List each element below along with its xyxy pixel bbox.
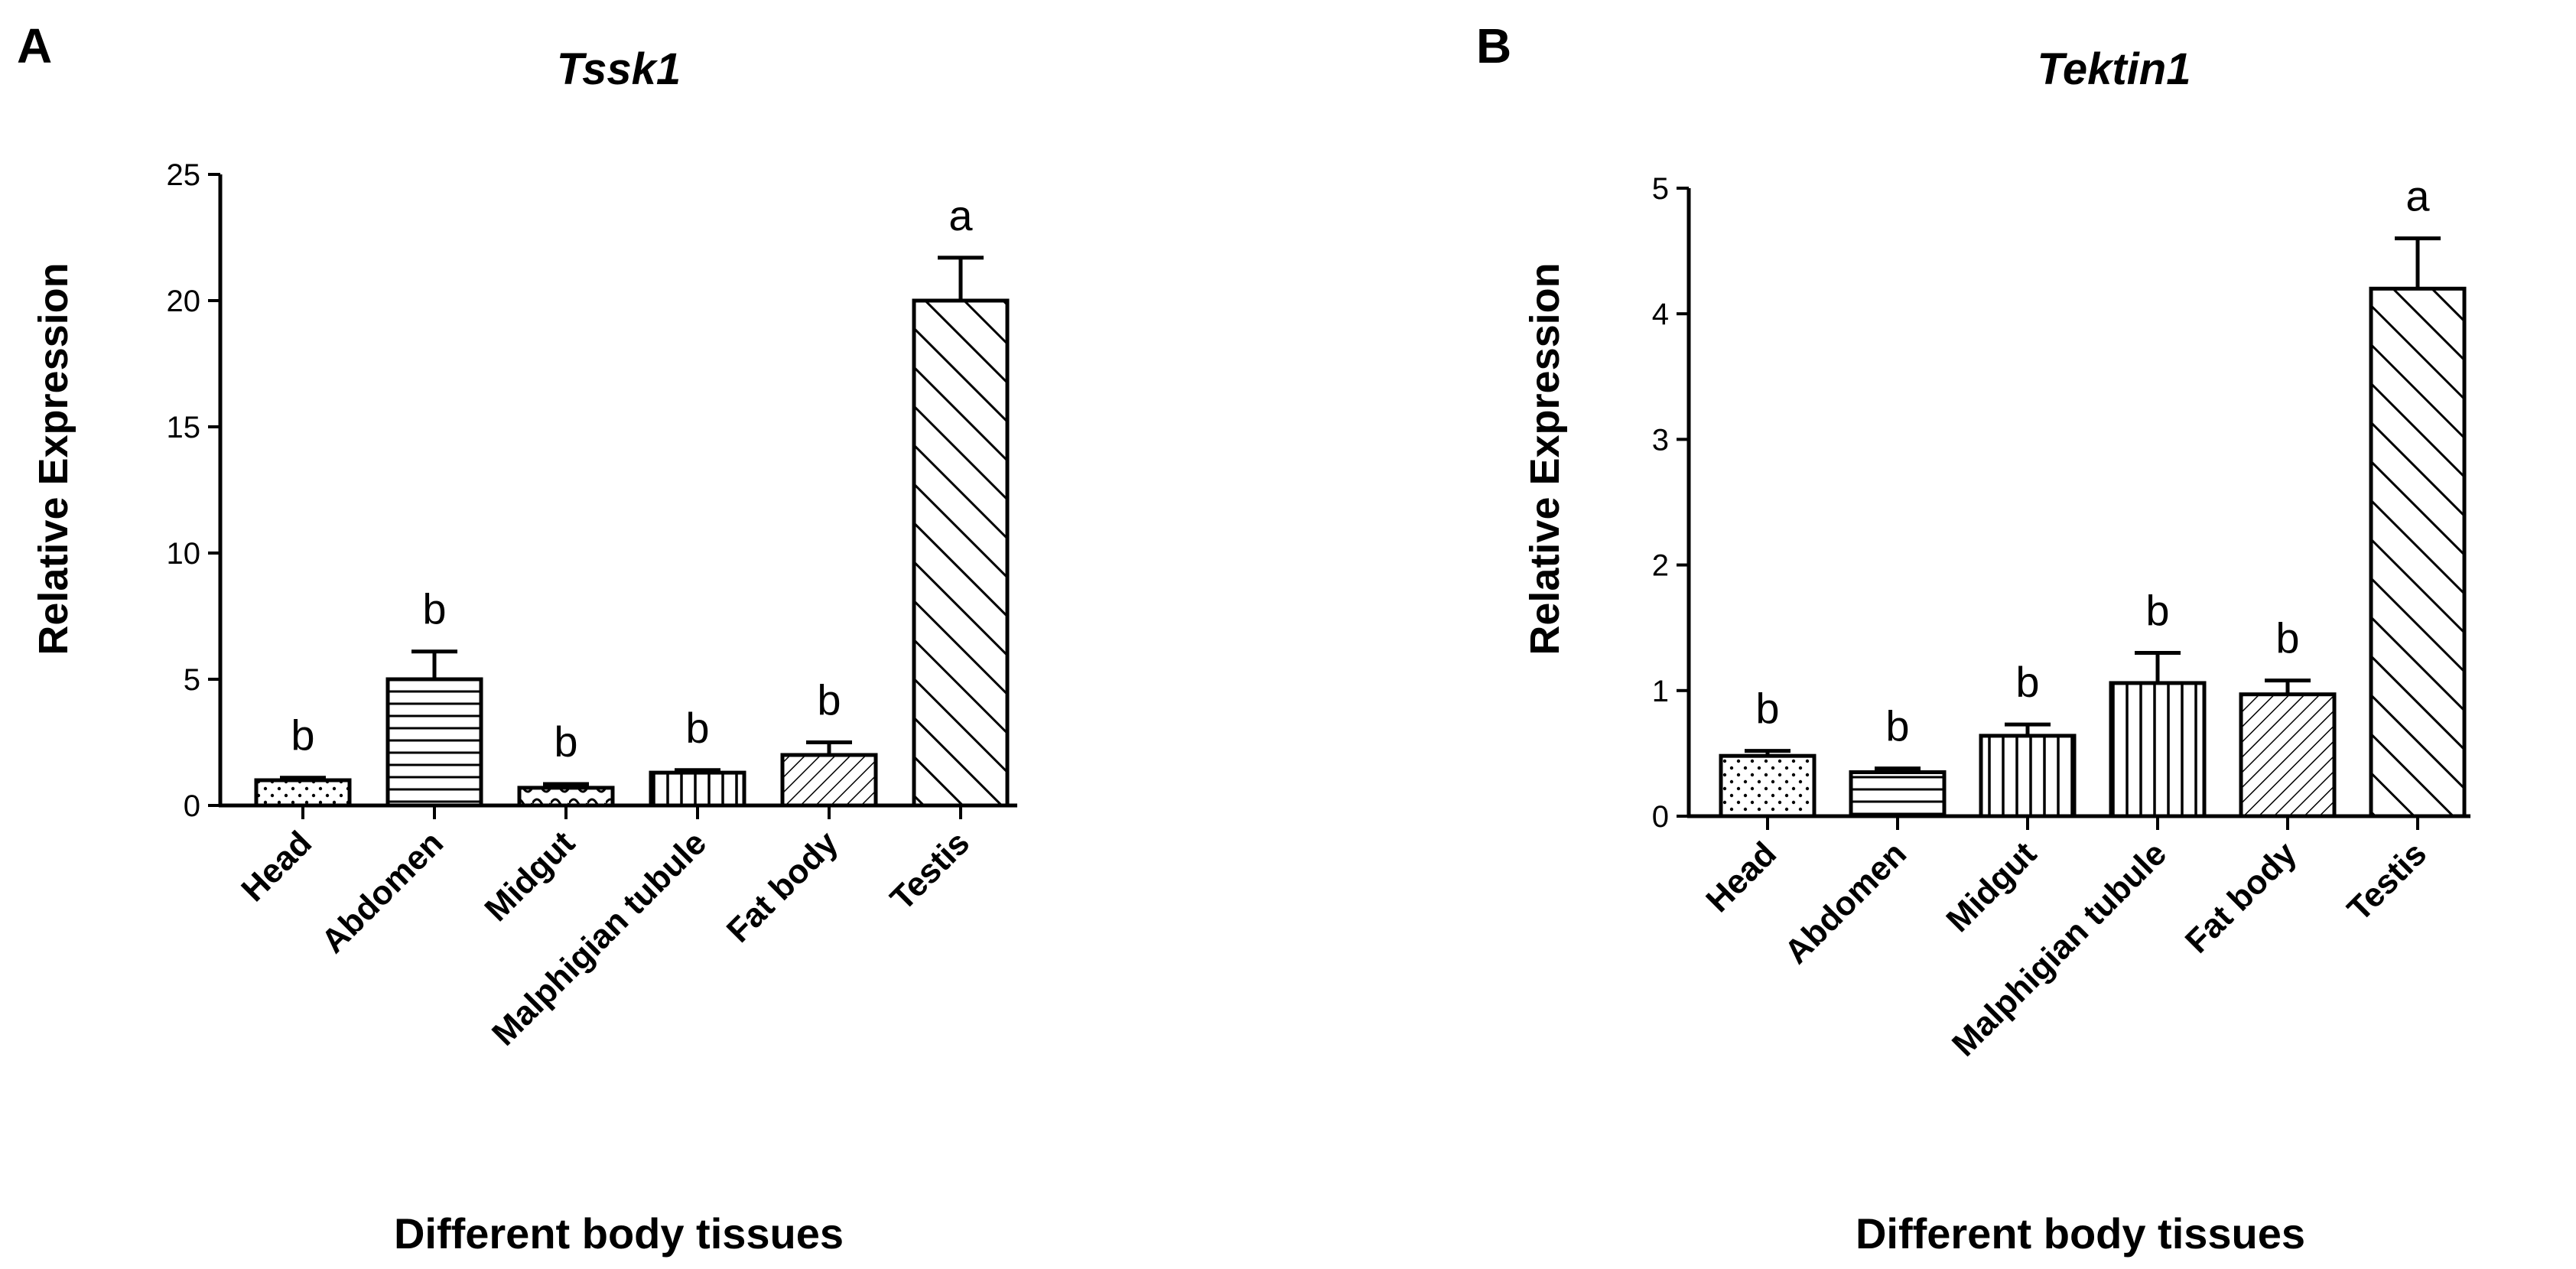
y-tick-label: 4 xyxy=(1652,298,1669,331)
y-tick-label: 25 xyxy=(167,158,201,192)
x-tick-label: Malphigian tubule xyxy=(1945,835,2174,1063)
x-tick-label: Fat body xyxy=(2178,835,2304,961)
plot-area: 0 5 10 15 20 25 b Head b Abdomen b Midgut b Malphigia… xyxy=(167,158,1017,1053)
significance-label: b xyxy=(685,704,709,752)
significance-label: b xyxy=(422,585,446,633)
bar xyxy=(780,753,878,808)
bar xyxy=(1979,734,2077,818)
y-tick-label: 1 xyxy=(1652,675,1669,708)
x-tick-label: Testis xyxy=(883,824,977,917)
bar xyxy=(254,778,352,808)
significance-label: b xyxy=(817,676,841,724)
panel-letter: B xyxy=(1476,18,1511,73)
y-tick-label: 3 xyxy=(1652,423,1669,457)
x-tick-label: Malphigian tubule xyxy=(485,824,714,1053)
significance-label: b xyxy=(2015,658,2039,706)
bar xyxy=(517,786,615,808)
chart-title: Tssk1 xyxy=(557,44,681,94)
x-tick-label: Midgut xyxy=(1939,835,2044,939)
y-tick-label: 15 xyxy=(167,411,201,444)
bar xyxy=(2109,681,2207,818)
y-tick-label: 5 xyxy=(184,663,200,697)
x-axis-label: Different body tissues xyxy=(1856,1209,2305,1258)
x-tick-label: Head xyxy=(1699,835,1784,919)
y-tick-label: 0 xyxy=(184,789,200,823)
significance-label: b xyxy=(1755,685,1779,733)
significance-label: b xyxy=(291,711,314,760)
chart-panel-a: A Tssk1 Relative Expression Different bo… xyxy=(17,18,1017,1258)
bar xyxy=(2239,692,2337,818)
significance-label: b xyxy=(2145,587,2169,635)
x-tick-label: Fat body xyxy=(720,824,846,950)
bar xyxy=(2369,286,2467,818)
bar xyxy=(649,770,746,808)
bar xyxy=(1719,753,1817,818)
y-axis-label: Relative Expression xyxy=(31,262,76,655)
y-axis-label: Relative Expression xyxy=(1522,262,1568,655)
x-tick-label: Abdomen xyxy=(1778,835,1914,971)
chart-panel-b: B Tektin1 Relative Expression Different … xyxy=(1476,18,2470,1258)
significance-label: a xyxy=(948,191,973,239)
chart-title: Tektin1 xyxy=(2038,44,2191,94)
x-tick-label: Abdomen xyxy=(314,824,450,960)
panel-letter: A xyxy=(17,18,52,73)
plot-area: 0 1 2 3 4 5 b Head b Abdomen b Midgut b Malphigian tu… xyxy=(1652,172,2470,1064)
x-tick-label: Head xyxy=(234,824,319,909)
x-tick-label: Midgut xyxy=(477,824,582,929)
y-tick-label: 10 xyxy=(167,537,201,571)
bar xyxy=(385,677,483,808)
y-tick-label: 2 xyxy=(1652,549,1669,583)
bar xyxy=(1849,770,1947,818)
significance-label: a xyxy=(2405,172,2430,220)
x-tick-label: Testis xyxy=(2340,835,2434,928)
significance-label: b xyxy=(1885,702,1909,750)
y-tick-label: 5 xyxy=(1652,172,1669,206)
x-axis-label: Different body tissues xyxy=(394,1209,844,1258)
bar xyxy=(912,298,1010,808)
y-tick-label: 0 xyxy=(1652,800,1669,834)
y-tick-label: 20 xyxy=(167,285,201,318)
significance-label: b xyxy=(2275,614,2299,662)
significance-label: b xyxy=(554,717,577,766)
